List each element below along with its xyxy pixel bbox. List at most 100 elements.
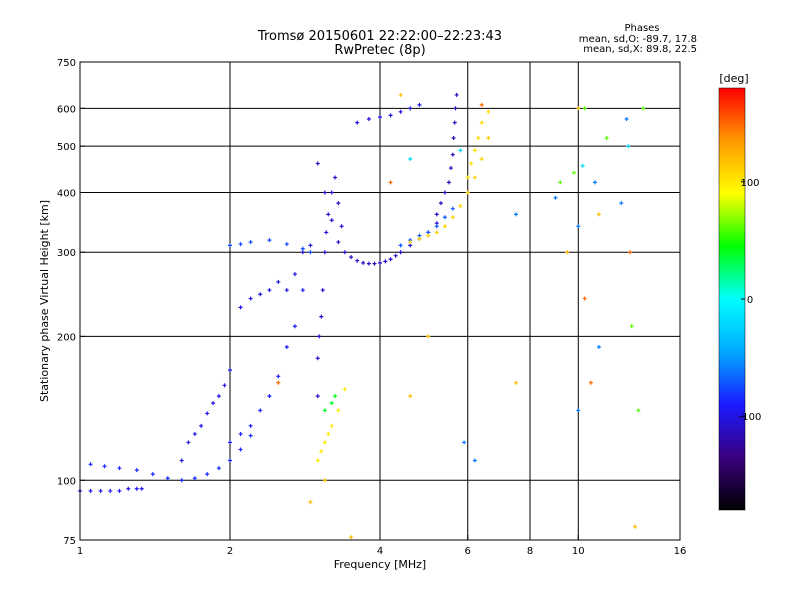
data-point [408,106,413,111]
data-point [222,383,227,388]
data-point [238,431,243,436]
data-point [134,468,139,473]
data-point [571,170,576,175]
y-tick-label: 600 [57,104,76,115]
data-point [448,166,453,171]
data-point [576,106,581,111]
data-point [336,240,341,245]
data-point [139,486,144,491]
data-point [238,447,243,452]
data-point [276,374,281,379]
data-point [319,449,324,454]
data-point [248,433,253,438]
colorbar-tick-label: 0 [747,295,753,306]
data-point [446,180,451,185]
data-point [388,113,393,118]
data-point [349,255,354,260]
data-point [258,408,263,413]
x-axis-ticks: 1 2 4 6 8 10 16 [77,535,687,557]
data-point [322,250,327,255]
data-point [398,243,403,248]
data-point [150,472,155,477]
data-point [322,408,327,413]
data-point [342,250,347,255]
y-tick-label: 300 [57,248,76,259]
data-point [452,120,457,125]
data-point [641,106,646,111]
data-point [292,324,297,329]
data-point [205,472,210,477]
data-point [479,120,484,125]
data-point [465,190,470,195]
data-point [322,478,327,483]
data-point [205,411,210,416]
data-point [580,163,585,168]
data-point [417,102,422,107]
data-point [276,380,281,385]
data-point [619,201,624,206]
x-tick-label: 10 [572,546,585,557]
colorbar-tick-label: -100 [739,412,762,423]
data-point [393,253,398,258]
data-point [248,423,253,428]
data-point [434,224,439,229]
data-point [315,394,320,399]
data-point [333,175,338,180]
data-point [102,464,107,469]
data-point [322,190,327,195]
data-point [596,212,601,217]
data-point [349,535,354,540]
data-point [442,224,447,229]
data-point [366,116,371,121]
data-point [117,488,122,493]
data-point [300,288,305,293]
data-point [558,180,563,185]
phase-stats-x: mean, sd,X: 89.8, 22.5 [583,44,697,55]
data-point [165,476,170,481]
data-point [417,236,422,241]
data-point [633,524,638,529]
data-point [228,368,232,373]
chart-title: Tromsø 20150601 22:22:00–22:23:43 [257,29,502,44]
data-point [211,401,216,406]
data-point [315,161,320,166]
data-point [284,345,289,350]
data-point [388,180,393,185]
data-point [472,148,477,153]
data-point [179,478,184,483]
data-point [361,260,366,265]
data-point [326,431,331,436]
y-axis-ticks: 75 100 200 300 400 500 600 750 [57,58,85,547]
y-tick-label: 750 [57,58,76,69]
data-point [442,215,447,220]
data-point [408,240,413,245]
data-point [576,408,581,413]
data-point [462,440,467,445]
data-point [486,136,491,141]
phase-stats-o: mean, sd,O: -89.7, 17.8 [579,34,697,45]
data-point [329,218,334,223]
data-point [626,144,631,149]
x-tick-label: 1 [77,546,83,557]
data-point [267,394,272,399]
data-point [238,305,243,310]
data-point [292,272,297,277]
data-point [126,486,131,491]
data-point [458,148,463,153]
data-point [228,440,232,445]
data-point [88,488,93,493]
data-point [315,356,320,361]
y-tick-label: 400 [57,188,76,199]
data-point [339,224,344,229]
data-point [514,212,519,217]
data-point [267,238,272,243]
chart-subtitle: RwPretec (8p) [334,43,425,58]
data-point [451,136,456,141]
x-tick-label: 16 [674,546,687,557]
data-point [199,423,204,428]
data-point [592,180,597,185]
data-point [355,258,360,263]
data-point [596,345,601,350]
data-point [336,201,341,206]
data-point [378,260,382,265]
